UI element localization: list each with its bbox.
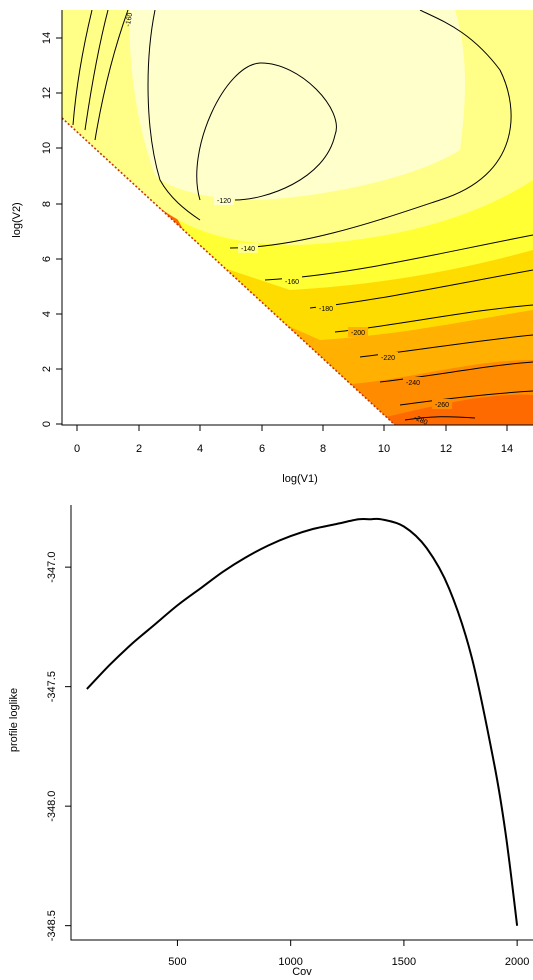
x-tick-label: 0 — [74, 443, 80, 455]
y-tick-label: 14 — [41, 32, 53, 44]
top-y-axis: 0 2 4 6 8 10 12 14 — [41, 32, 62, 427]
contour-label-240: -240 — [406, 380, 420, 387]
contour-label-120: -120 — [217, 198, 231, 205]
contour-line-180 — [309, 269, 533, 309]
bottom-y-axis: -347.0 -347.5 -348.0 -348.5 — [46, 552, 71, 941]
contour-line-260 — [399, 390, 533, 406]
x-tick-label: 14 — [501, 443, 513, 455]
contour-line-280 — [404, 416, 476, 421]
contour-line-left-a — [94, 10, 129, 141]
x-tick-label: 2 — [136, 443, 142, 455]
y-tick-label: -348.0 — [46, 791, 58, 822]
x-tick-label: 2000 — [505, 956, 529, 968]
contour-label-200: -200 — [351, 330, 365, 337]
top-x-axis-label: log(V1) — [282, 473, 317, 485]
contour-line-120 — [196, 62, 337, 201]
x-tick-label: 10 — [378, 443, 390, 455]
contour-label-160-upper: -160 — [125, 12, 134, 27]
y-tick-label: 12 — [41, 87, 53, 99]
boundary-edge — [62, 117, 396, 425]
contour-fill-region: -120 -140 -160 -180 -200 -220 -240 -260 … — [62, 10, 533, 427]
x-tick-label: 1000 — [278, 956, 302, 968]
y-tick-label: 4 — [41, 311, 53, 317]
x-tick-label: 12 — [440, 443, 452, 455]
contour-label-280: -280 — [413, 415, 429, 427]
contour-label-180: -180 — [319, 306, 333, 313]
y-tick-label: -348.5 — [46, 910, 58, 941]
band-lightest — [129, 10, 465, 200]
y-tick-label: 10 — [41, 142, 53, 154]
profile-plot: 500 1000 1500 2000 -347.0 -347.5 -348.0 -348.5… — [8, 505, 533, 978]
top-x-axis: 0 2 4 6 8 10 12 14 — [74, 425, 513, 455]
contour-plot: -120 -140 -160 -180 -200 -220 -240 -260 … — [11, 10, 533, 485]
y-tick-label: 2 — [41, 366, 53, 372]
y-tick-label: 8 — [41, 201, 53, 207]
x-tick-label: 4 — [197, 443, 203, 455]
top-y-axis-label: log(V2) — [11, 202, 23, 237]
x-tick-label: 8 — [320, 443, 326, 455]
contour-line-left-c — [72, 10, 93, 126]
x-tick-label: 500 — [168, 956, 186, 968]
contour-label-220: -220 — [381, 355, 395, 362]
profile-loglike-line — [86, 517, 519, 926]
contour-line-left-b — [84, 10, 109, 131]
contour-line-140 — [229, 10, 512, 249]
contour-label-160: -160 — [285, 279, 299, 286]
y-tick-label: -347.5 — [46, 671, 58, 702]
y-tick-label: 0 — [41, 421, 53, 427]
x-tick-label: 6 — [259, 443, 265, 455]
y-tick-label: -347.0 — [46, 552, 58, 583]
x-tick-label: 1500 — [392, 956, 416, 968]
contour-labels: -120 -140 -160 -180 -200 -220 -240 -260 … — [125, 12, 452, 427]
bottom-y-axis-label: profile loglike — [8, 688, 20, 752]
y-tick-label: 6 — [41, 256, 53, 262]
bottom-x-axis: 500 1000 1500 2000 — [168, 940, 529, 968]
contour-line-140-left — [147, 10, 201, 221]
contour-label-140: -140 — [241, 246, 255, 253]
contour-label-260: -260 — [435, 402, 449, 409]
contour-line-240 — [379, 361, 533, 383]
contour-lines — [72, 10, 533, 421]
bottom-axes-frame — [70, 505, 533, 941]
bottom-x-axis-label: Cov — [292, 966, 312, 978]
